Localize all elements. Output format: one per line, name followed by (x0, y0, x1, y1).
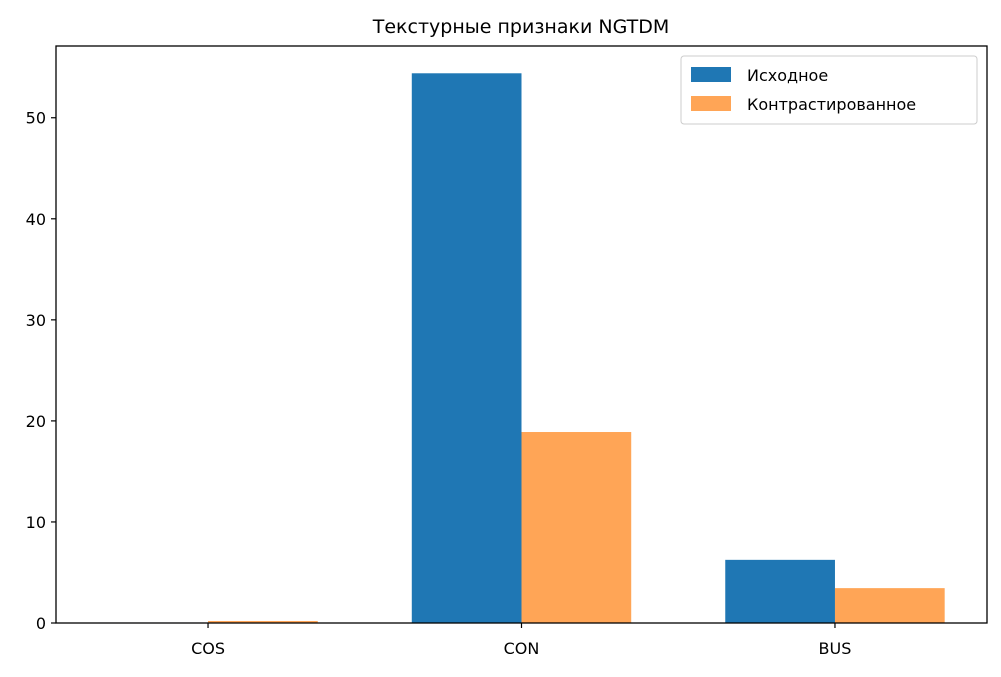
bar-bus-series-1 (725, 559, 835, 623)
chart-title: Текстурные признаки NGTDM (372, 16, 670, 38)
bars-layer (98, 73, 945, 624)
x-tick-label-bus: BUS (819, 639, 852, 658)
legend-swatch-1 (691, 67, 731, 82)
bar-con-series-2 (521, 432, 632, 623)
y-tick-label: 30 (26, 311, 46, 330)
legend-swatch-2 (691, 96, 731, 111)
x-tick-label-con: CON (504, 639, 540, 658)
axes-layer: 0 10 20 30 40 50 COS CON BUS (26, 45, 988, 658)
x-tick-label-cos: COS (191, 639, 225, 658)
y-tick-label: 20 (26, 412, 46, 431)
bar-cos-series-2 (208, 620, 318, 623)
y-tick-label: 0 (36, 614, 46, 633)
legend-label-1: Исходное (747, 66, 828, 85)
y-tick-label: 10 (26, 513, 46, 532)
legend: Исходное Контрастированное (680, 55, 978, 125)
bar-bus-series-2 (834, 588, 945, 623)
bar-con-series-1 (411, 73, 522, 624)
y-tick-label: 40 (26, 210, 46, 229)
legend-box (680, 55, 978, 125)
legend-label-2: Контрастированное (747, 95, 916, 114)
y-tick-label: 50 (26, 109, 46, 128)
